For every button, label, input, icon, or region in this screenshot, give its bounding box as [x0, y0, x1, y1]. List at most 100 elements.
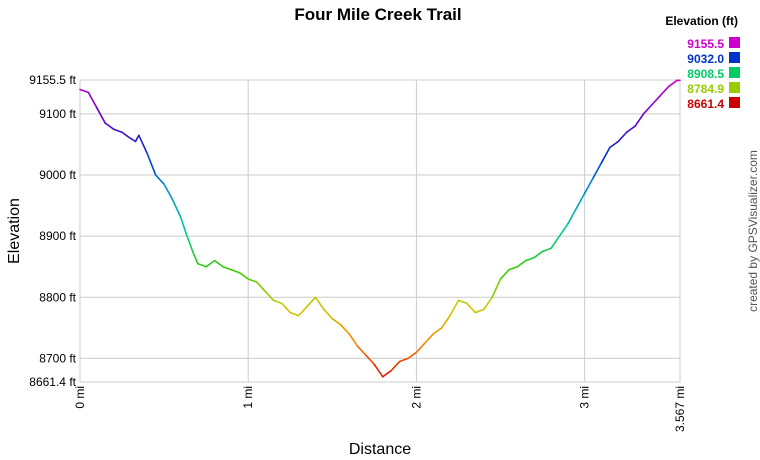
profile-segment [609, 140, 620, 149]
profile-segment [592, 162, 603, 179]
profile-segment [440, 314, 451, 329]
profile-segment [600, 146, 611, 164]
profile-segment [79, 88, 90, 94]
profile-segment [191, 250, 199, 265]
profile-segment [390, 360, 401, 372]
profile-segment [651, 94, 662, 106]
legend-swatch [729, 97, 740, 108]
profile-segment [171, 198, 182, 219]
legend-value: 9155.5 [687, 37, 724, 51]
profile-segment [373, 363, 384, 378]
profile-segment [138, 134, 149, 155]
profile-segment [331, 317, 342, 326]
chart-title: Four Mile Creek Trail [294, 5, 461, 24]
profile-segment [356, 345, 367, 357]
legend-swatch [729, 82, 740, 93]
profile-segment [323, 308, 334, 320]
profile-segment [129, 137, 137, 143]
legend-swatch [729, 52, 740, 63]
y-axis-ticks: 8661.4 ft 8700 ft 8800 ft 8900 ft 9000 ft 910… [29, 73, 76, 389]
profile-segment [659, 85, 670, 97]
profile-segment [213, 259, 224, 268]
profile-segment [272, 299, 283, 305]
profile-segment [185, 232, 191, 244]
profile-segment [499, 268, 510, 280]
elevation-profile-line [79, 79, 681, 378]
y-tick-label: 9100 ft [39, 107, 76, 121]
profile-segment [491, 278, 502, 299]
profile-segment [432, 327, 443, 335]
profile-segment [508, 265, 519, 271]
profile-segment [281, 302, 292, 314]
profile-segment [466, 302, 477, 314]
profile-segment [255, 281, 266, 292]
profile-segment [112, 128, 123, 134]
profile-segment [180, 217, 187, 234]
profile-segment [104, 122, 115, 131]
profile-segment [205, 259, 216, 268]
profile-segment [642, 103, 653, 115]
y-tick-label: 8800 ft [39, 290, 76, 304]
profile-segment [154, 174, 165, 186]
profile-segment [96, 107, 107, 124]
profile-segment [163, 183, 174, 201]
profile-segment [567, 207, 578, 225]
profile-segment [348, 333, 359, 347]
plot-frame [79, 79, 681, 383]
x-axis-ticks: 0 mi 1 mi 2 mi 3 mi 3.567 mi [73, 386, 687, 432]
legend-title: Elevation (ft) [665, 14, 738, 28]
profile-segment [550, 235, 561, 250]
profile-segment [297, 305, 308, 317]
profile-segment [365, 354, 376, 366]
profile-segment [121, 131, 132, 140]
y-tick-label: 8700 ft [39, 351, 76, 365]
profile-segment [134, 134, 140, 143]
legend-value: 8661.4 [687, 97, 724, 111]
profile-segment [306, 296, 317, 308]
x-tick-label: 1 mi [241, 386, 255, 409]
y-tick-label: 8900 ft [39, 229, 76, 243]
credit-text: created by GPSVisualizer.com [746, 150, 760, 312]
profile-segment [424, 333, 435, 344]
legend-value: 8908.5 [687, 67, 724, 81]
legend-swatch [729, 67, 740, 78]
profile-segment [264, 290, 275, 302]
profile-segment [482, 296, 493, 311]
profile-segment [575, 192, 586, 210]
profile-segment [449, 299, 460, 317]
legend-swatch [729, 37, 740, 48]
profile-segment [516, 259, 527, 268]
profile-segment [634, 113, 645, 127]
profile-segment [667, 79, 678, 88]
profile-segment [398, 357, 409, 363]
profile-segment [238, 272, 250, 280]
profile-segment [474, 308, 485, 314]
profile-segment [457, 299, 468, 305]
profile-segment [407, 351, 418, 360]
profile-segment [381, 369, 392, 378]
legend-value: 9032.0 [687, 52, 724, 66]
y-tick-label: 8661.4 ft [29, 375, 76, 389]
profile-segment [222, 265, 233, 271]
profile-segment [339, 323, 350, 335]
profile-segment [87, 91, 98, 109]
profile-segment [541, 247, 552, 253]
profile-segment [415, 342, 426, 354]
y-tick-label: 9155.5 ft [29, 73, 76, 87]
elevation-legend: Elevation (ft) 9155.59032.08908.58784.98… [665, 14, 740, 111]
profile-segment [146, 152, 157, 176]
profile-segment [625, 125, 636, 134]
x-tick-label: 2 mi [409, 386, 423, 409]
profile-segment [583, 177, 594, 195]
profile-segment [558, 223, 569, 237]
x-tick-label: 3 mi [578, 386, 592, 409]
profile-segment [188, 241, 194, 253]
profile-segment [247, 278, 258, 283]
x-tick-label: 0 mi [73, 386, 87, 409]
profile-segment [289, 311, 300, 317]
profile-segment [524, 256, 535, 262]
profile-segment [230, 268, 241, 274]
profile-segment [533, 250, 544, 259]
x-axis-title: Distance [349, 441, 411, 458]
